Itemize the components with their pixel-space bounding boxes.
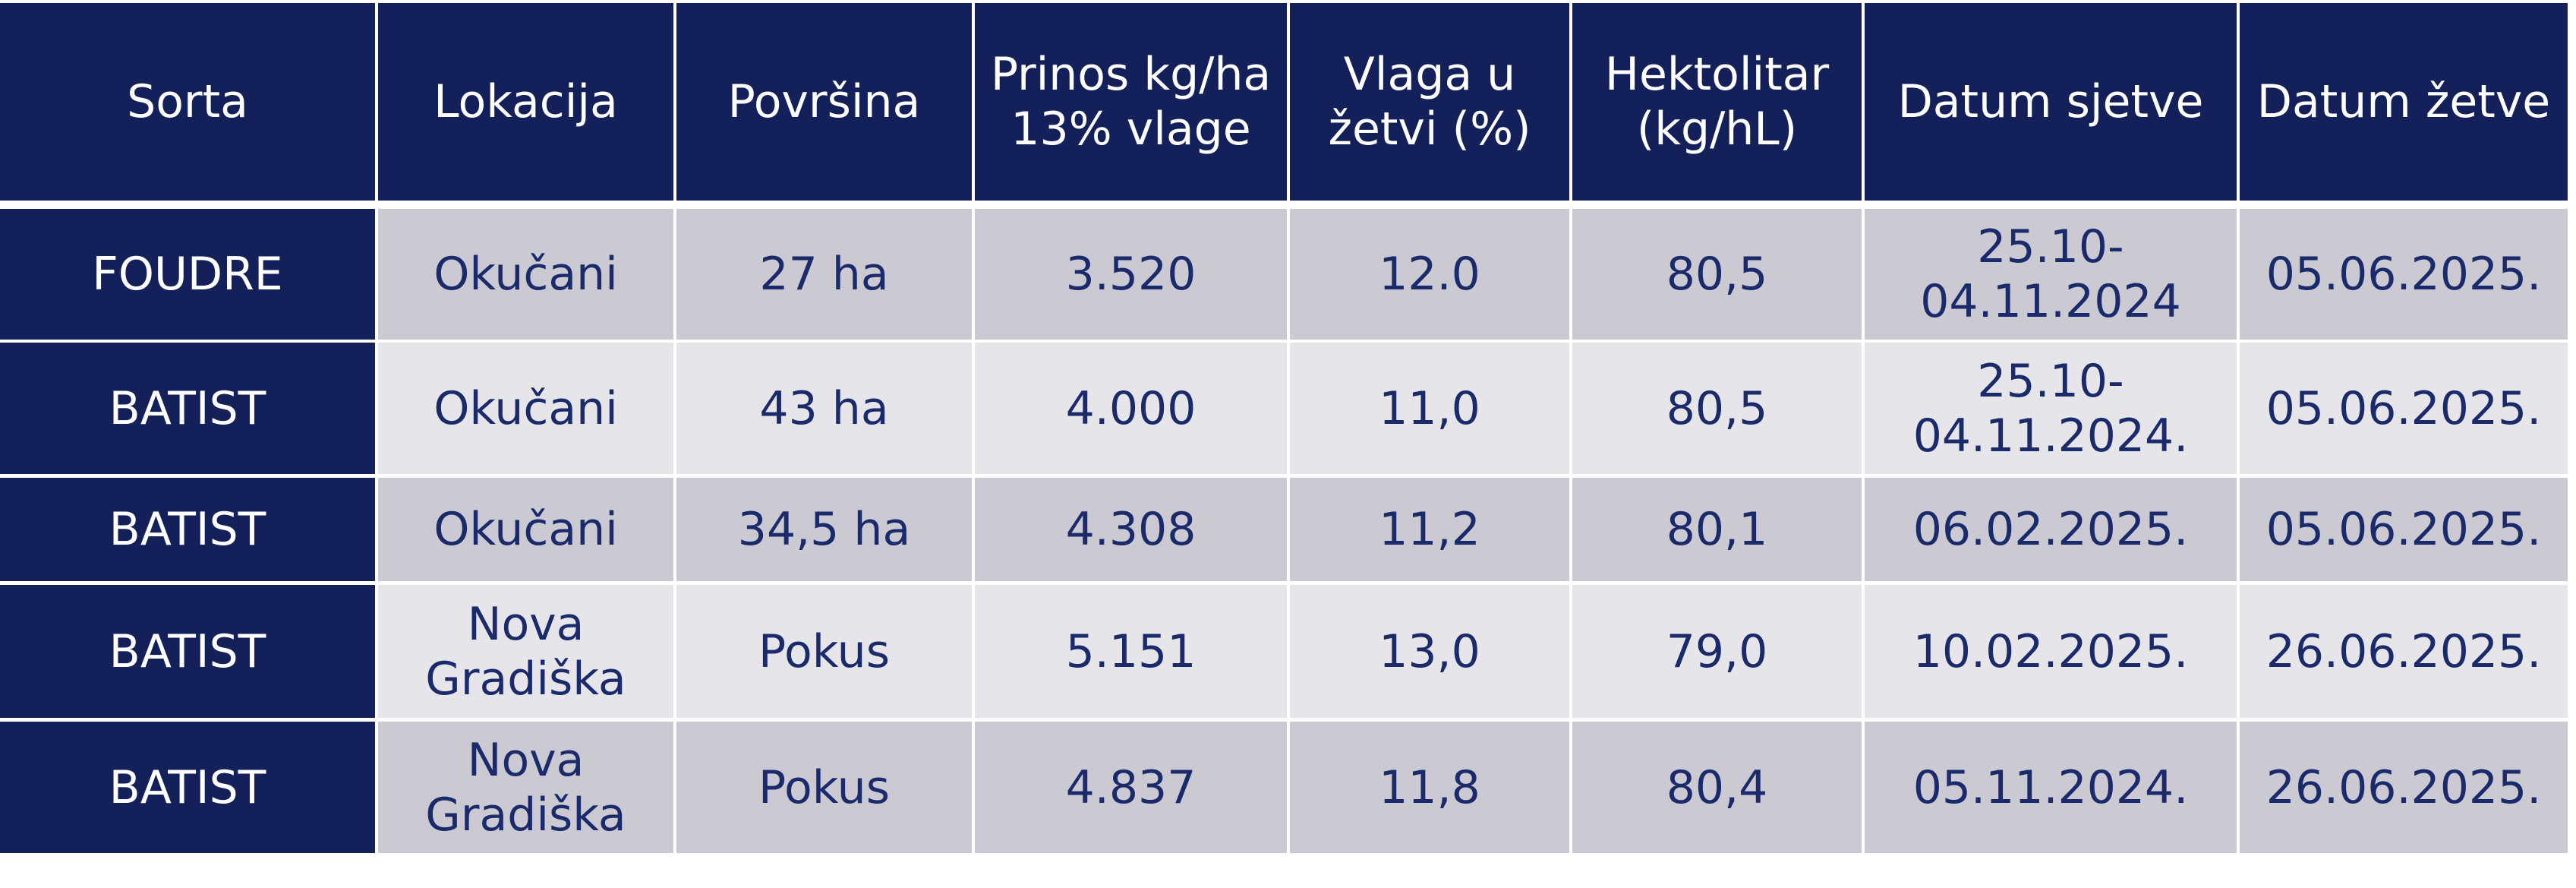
- table-cell: 25.10- 04.11.2024: [1865, 209, 2237, 340]
- table-cell: 05.11.2024.: [1865, 722, 2237, 853]
- table-cell: 05.06.2025.: [2240, 209, 2568, 340]
- table-cell: 26.06.2025.: [2240, 585, 2568, 718]
- table-cell: 43 ha: [676, 343, 972, 474]
- table-cell: 11,8: [1290, 722, 1569, 853]
- row-header-cell: BATIST: [0, 722, 375, 853]
- header-cell: Lokacija: [378, 3, 673, 201]
- header-cell: Hektolitar (kg/hL): [1572, 3, 1862, 201]
- table-cell: 5.151: [975, 585, 1287, 718]
- table-cell: 80,4: [1572, 722, 1862, 853]
- table-cell: 05.06.2025.: [2240, 478, 2568, 581]
- table-cell: 06.02.2025.: [1865, 478, 2237, 581]
- table-cell: Okučani: [378, 343, 673, 474]
- header-cell: Datum žetve: [2240, 3, 2568, 201]
- table-cell: 80,1: [1572, 478, 1862, 581]
- table-cell: Nova Gradiška: [378, 585, 673, 718]
- table-cell: Okučani: [378, 478, 673, 581]
- table-cell: 11,0: [1290, 343, 1569, 474]
- row-header-cell: BATIST: [0, 478, 375, 581]
- table-cell: 25.10- 04.11.2024.: [1865, 343, 2237, 474]
- row-header-cell: BATIST: [0, 585, 375, 718]
- table-cell: 27 ha: [676, 209, 972, 340]
- table-cell: 80,5: [1572, 343, 1862, 474]
- header-cell: Sorta: [0, 3, 375, 201]
- table-cell: 79,0: [1572, 585, 1862, 718]
- row-header-cell: BATIST: [0, 343, 375, 474]
- table-cell: 11,2: [1290, 478, 1569, 581]
- table-cell: 3.520: [975, 209, 1287, 340]
- table-cell: 12.0: [1290, 209, 1569, 340]
- header-cell: Površina: [676, 3, 972, 201]
- table-cell: Nova Gradiška: [378, 722, 673, 853]
- table-cell: Okučani: [378, 209, 673, 340]
- header-cell: Prinos kg/ha 13% vlage: [975, 3, 1287, 201]
- table-cell: 13,0: [1290, 585, 1569, 718]
- table-cell: 10.02.2025.: [1865, 585, 2237, 718]
- header-cell: Vlaga u žetvi (%): [1290, 3, 1569, 201]
- row-header-cell: FOUDRE: [0, 209, 375, 340]
- table-cell: 4.308: [975, 478, 1287, 581]
- table-cell: 34,5 ha: [676, 478, 972, 581]
- table-cell: 4.000: [975, 343, 1287, 474]
- table-cell: 4.837: [975, 722, 1287, 853]
- header-cell: Datum sjetve: [1865, 3, 2237, 201]
- table-cell: 26.06.2025.: [2240, 722, 2568, 853]
- table-cell: 05.06.2025.: [2240, 343, 2568, 474]
- table-cell: 80,5: [1572, 209, 1862, 340]
- table-cell: Pokus: [676, 722, 972, 853]
- table-cell: Pokus: [676, 585, 972, 718]
